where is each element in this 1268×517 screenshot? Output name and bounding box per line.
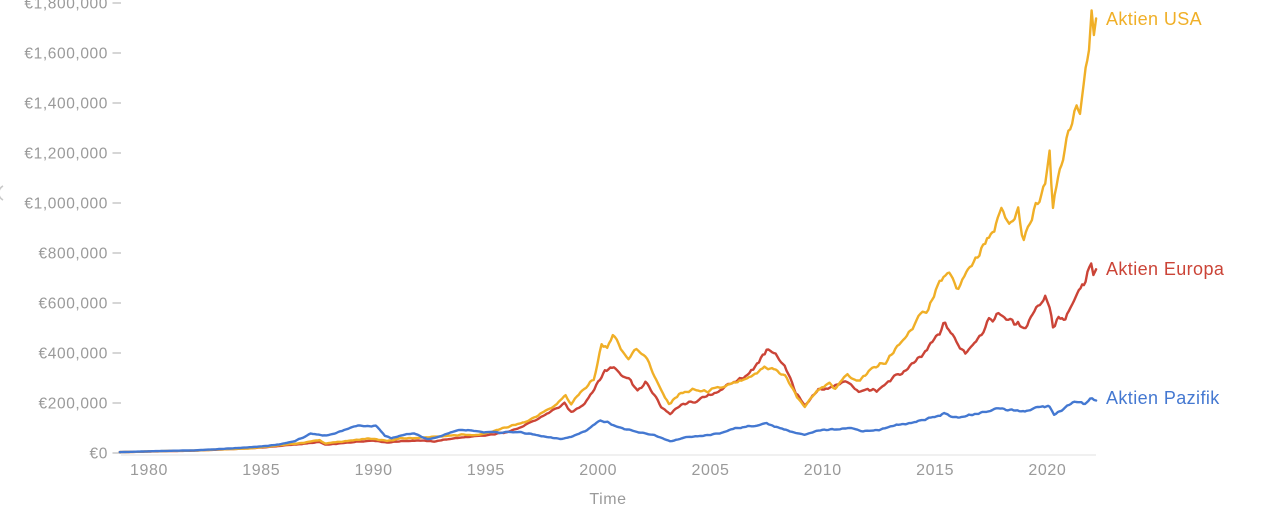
- clipped-y-axis-glyph: [0, 185, 4, 201]
- y-tick-label: €200,000: [39, 396, 108, 413]
- x-tick-label: 2020: [1028, 462, 1066, 479]
- y-tick-label: €400,000: [39, 346, 108, 363]
- x-tick-label: 1995: [467, 462, 505, 479]
- y-tick-label: €600,000: [39, 296, 108, 313]
- x-tick-label: 1985: [242, 462, 280, 479]
- y-tick-label: €1,200,000: [24, 146, 108, 163]
- series-label-aktien-pazifik: Aktien Pazifik: [1106, 388, 1220, 408]
- y-tick-label: €800,000: [39, 246, 108, 263]
- series-line-aktien-usa[interactable]: [118, 9, 1098, 454]
- x-tick-label: 1990: [355, 462, 393, 479]
- y-tick-label: €1,400,000: [24, 96, 108, 113]
- x-tick-label: 2015: [916, 462, 954, 479]
- series-label-aktien-usa: Aktien USA: [1106, 9, 1203, 29]
- x-tick-label: 2010: [804, 462, 842, 479]
- series-label-aktien-europa: Aktien Europa: [1106, 259, 1225, 279]
- series-line-aktien-europa[interactable]: [118, 262, 1098, 454]
- x-tick-label: 1980: [130, 462, 168, 479]
- x-tick-label: 2005: [692, 462, 730, 479]
- x-axis-title: Time: [589, 491, 627, 508]
- series-line-aktien-pazifik[interactable]: [118, 397, 1098, 454]
- x-tick-label: 2000: [579, 462, 617, 479]
- y-tick-label: €1,600,000: [24, 46, 108, 63]
- y-tick-label: €1,000,000: [24, 196, 108, 213]
- y-tick-label: €1,800,000: [24, 0, 108, 13]
- y-tick-label: €0: [90, 446, 108, 463]
